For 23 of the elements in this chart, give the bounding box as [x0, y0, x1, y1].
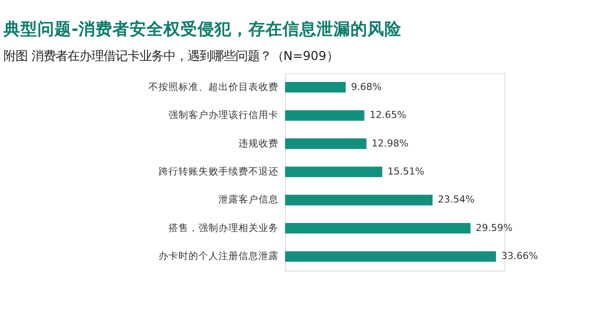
y-tick-label: 办卡时的个人注册信息泄露: [158, 250, 279, 262]
data-label: 12.98%: [372, 138, 408, 150]
y-tick-label: 搭售，强制办理相关业务: [168, 222, 279, 234]
y-tick-label: 违规收费: [238, 137, 279, 150]
data-label: 33.66%: [501, 251, 538, 262]
data-label: 29.59%: [476, 222, 512, 234]
bar: [285, 138, 366, 149]
y-tick-label: 跨行转账失败手续费不退还: [158, 166, 279, 178]
text: 附图 消费者在办理借记卡业务中，遇到哪些问题？（N=909）: [4, 49, 338, 64]
data-label: 12.65%: [370, 110, 406, 122]
bar: [285, 110, 364, 121]
bar: [285, 82, 346, 93]
bar: [285, 166, 382, 178]
bar: [285, 251, 496, 262]
chart-title: 典型问题-消费者安全权受侵犯，存在信息泄漏的风险: [2, 20, 402, 39]
y-tick-label: 泄露客户信息: [218, 194, 279, 206]
y-tick-label: 强制客户办理该行信用卡: [168, 109, 279, 122]
y-tick-label: 不按照标准、超出价目表收费: [148, 80, 279, 93]
bar: [285, 194, 433, 206]
bar: [285, 223, 470, 234]
data-label: 9.68%: [351, 82, 382, 93]
data-label: 23.54%: [438, 194, 475, 206]
data-label: 15.51%: [388, 166, 424, 178]
